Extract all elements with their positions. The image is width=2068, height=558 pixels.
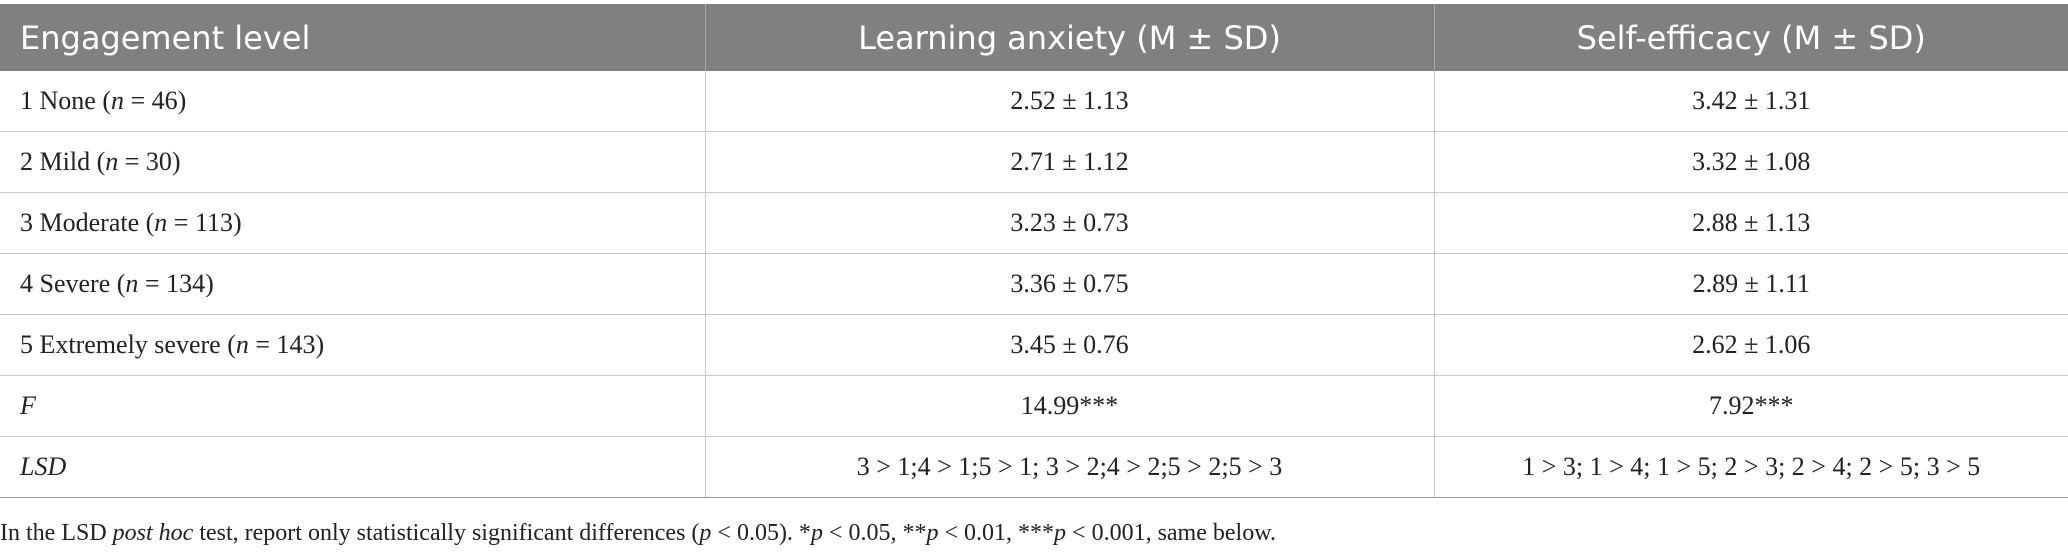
lsd-row: LSD 3 > 1;4 > 1;5 > 1; 3 > 2;4 > 2;5 > 2… bbox=[0, 436, 2068, 498]
f-statistic-row: F 14.99*** 7.92*** bbox=[0, 375, 2068, 437]
results-table-container: Engagement level Learning anxiety (M ± S… bbox=[0, 4, 2068, 498]
efficacy-value: 3.42 ± 1.31 bbox=[1434, 71, 2068, 132]
anxiety-value: 3.36 ± 0.75 bbox=[705, 253, 1435, 315]
lsd-anxiety-value: 3 > 1;4 > 1;5 > 1; 3 > 2;4 > 2;5 > 2;5 >… bbox=[705, 436, 1435, 498]
row-label: 2 Mild (n = 30) bbox=[0, 131, 706, 193]
results-table: Engagement level Learning anxiety (M ± S… bbox=[0, 4, 2068, 498]
f-efficacy-value: 7.92*** bbox=[1434, 375, 2068, 437]
header-row: Engagement level Learning anxiety (M ± S… bbox=[0, 4, 2068, 71]
header-engagement-level: Engagement level bbox=[0, 4, 706, 71]
lsd-efficacy-value: 1 > 3; 1 > 4; 1 > 5; 2 > 3; 2 > 4; 2 > 5… bbox=[1434, 436, 2068, 498]
row-label: 1 None (n = 46) bbox=[0, 71, 706, 132]
anxiety-value: 2.71 ± 1.12 bbox=[705, 131, 1435, 193]
row-label: 3 Moderate (n = 113) bbox=[0, 192, 706, 254]
table-row: 3 Moderate (n = 113) 3.23 ± 0.73 2.88 ± … bbox=[0, 192, 2068, 254]
anxiety-value: 3.45 ± 0.76 bbox=[705, 314, 1435, 376]
table-row: 1 None (n = 46) 2.52 ± 1.13 3.42 ± 1.31 bbox=[0, 71, 2068, 132]
efficacy-value: 2.88 ± 1.13 bbox=[1434, 192, 2068, 254]
efficacy-value: 2.62 ± 1.06 bbox=[1434, 314, 2068, 376]
table-row: 4 Severe (n = 134) 3.36 ± 0.75 2.89 ± 1.… bbox=[0, 253, 2068, 315]
table-row: 5 Extremely severe (n = 143) 3.45 ± 0.76… bbox=[0, 314, 2068, 376]
row-label: 4 Severe (n = 134) bbox=[0, 253, 706, 315]
efficacy-value: 3.32 ± 1.08 bbox=[1434, 131, 2068, 193]
lsd-row-label: LSD bbox=[0, 436, 706, 498]
anxiety-value: 3.23 ± 0.73 bbox=[705, 192, 1435, 254]
f-row-label: F bbox=[0, 375, 706, 437]
f-anxiety-value: 14.99*** bbox=[705, 375, 1435, 437]
header-learning-anxiety: Learning anxiety (M ± SD) bbox=[705, 4, 1435, 71]
efficacy-value: 2.89 ± 1.11 bbox=[1434, 253, 2068, 315]
table-row: 2 Mild (n = 30) 2.71 ± 1.12 3.32 ± 1.08 bbox=[0, 131, 2068, 193]
table-footnote: In the LSD post hoc test, report only st… bbox=[0, 520, 1276, 546]
header-self-efficacy: Self-efficacy (M ± SD) bbox=[1434, 4, 2068, 71]
anxiety-value: 2.52 ± 1.13 bbox=[705, 71, 1435, 132]
row-label: 5 Extremely severe (n = 143) bbox=[0, 314, 706, 376]
